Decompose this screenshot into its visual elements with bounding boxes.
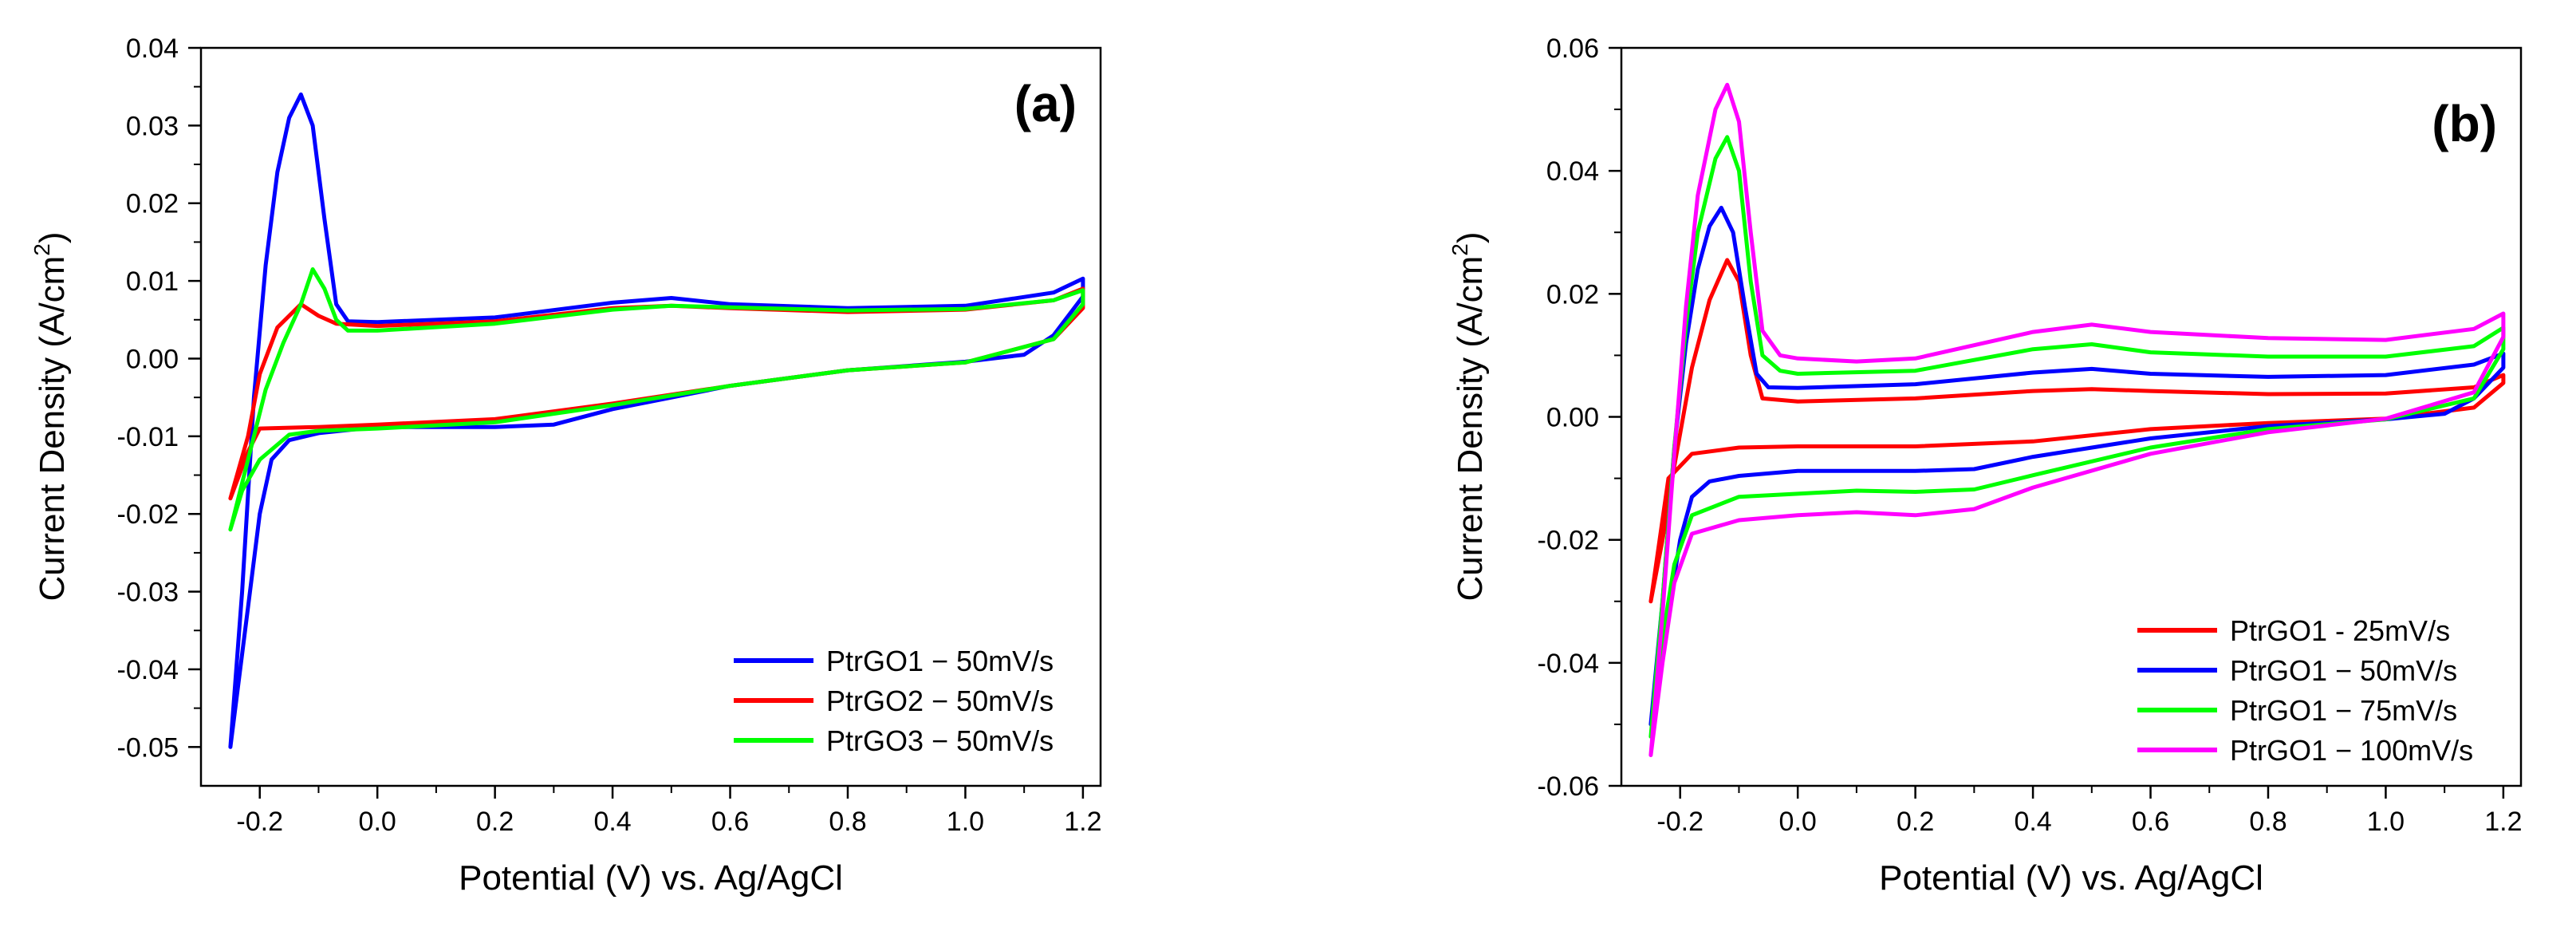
x-tick-label: 1.0 <box>947 807 984 837</box>
plot-frame-a <box>199 46 1102 787</box>
x-tick-label: 0.4 <box>2014 807 2051 837</box>
y-tick-label: -0.03 <box>117 578 179 608</box>
x-tick-label: 0.8 <box>2249 807 2286 837</box>
y-tick-label: 0.04 <box>126 34 179 64</box>
x-tick-label: 0.6 <box>2132 807 2169 837</box>
x-axis-title-a: Potential (V) vs. Ag/AgCl <box>459 858 843 898</box>
x-tick-label: 1.2 <box>2484 807 2522 837</box>
series-layer-a <box>228 92 1085 749</box>
series-line-b-1 <box>1648 258 2506 604</box>
y-tick-label: 0.01 <box>126 266 179 297</box>
chart-panel-b: -0.2 0.0 0.2 0.4 0.6 0.8 1.0 1.2 -0.06 -0.04 -0.02… <box>1448 34 2523 898</box>
x-tick-label: 1.0 <box>2367 807 2405 837</box>
x-tick-label: -0.2 <box>236 807 283 837</box>
ticks-b: -0.2 0.0 0.2 0.4 0.6 0.8 1.0 1.2 -0.06 -0.04 -0.02… <box>1538 34 2523 837</box>
panel-label-a: (a) <box>1014 75 1077 132</box>
y-tick-label: -0.01 <box>117 422 179 452</box>
y-tick-label: 0.02 <box>1546 279 1599 310</box>
series-line-a-3 <box>228 267 1085 532</box>
legend-label-a-1: PtrGO1 − 50mV/s <box>826 645 1054 677</box>
y-tick-label: 0.04 <box>1546 156 1599 187</box>
y-tick-label: 0.00 <box>1546 403 1599 433</box>
x-tick-label: -0.2 <box>1656 807 1704 837</box>
series-line-b-4 <box>1648 82 2506 757</box>
panel-label-b: (b) <box>2432 95 2497 152</box>
x-tick-label: 0.0 <box>359 807 396 837</box>
series-line-b-3 <box>1648 135 2506 739</box>
y-tick-label: 0.02 <box>126 189 179 219</box>
series-line-b-2 <box>1648 205 2506 727</box>
legend-label-b-4: PtrGO1 − 100mV/s <box>2230 734 2473 767</box>
y-axis-title-a: Current Density (A/cm2) <box>30 232 72 602</box>
x-tick-label: 1.2 <box>1064 807 1101 837</box>
x-tick-label: 0.6 <box>711 807 749 837</box>
y-tick-label: -0.02 <box>117 499 179 530</box>
legend-label-b-2: PtrGO1 − 50mV/s <box>2230 654 2457 687</box>
chart-panel-a: -0.2 0.0 0.2 0.4 0.6 0.8 1.0 1.2 -0.05 -0.04 -0.03… <box>30 34 1102 898</box>
x-tick-label: 0.2 <box>476 807 514 837</box>
legend-label-a-3: PtrGO3 − 50mV/s <box>826 724 1054 757</box>
series-layer-b <box>1648 82 2506 757</box>
y-tick-label: -0.04 <box>1538 649 1600 679</box>
y-axis-title-b: Current Density (A/cm2) <box>1448 232 1490 602</box>
x-tick-label: 0.2 <box>1897 807 1934 837</box>
y-tick-label: 0.00 <box>126 344 179 374</box>
legend-label-b-3: PtrGO1 − 75mV/s <box>2230 694 2457 727</box>
y-tick-label: -0.02 <box>1538 526 1600 556</box>
legend-a: PtrGO1 − 50mV/s PtrGO2 − 50mV/s PtrGO3 − 5… <box>734 645 1054 757</box>
x-tick-label: 0.0 <box>1779 807 1817 837</box>
x-axis-title-b: Potential (V) vs. Ag/AgCl <box>1879 858 2263 898</box>
y-tick-label: 0.03 <box>126 111 179 141</box>
y-tick-label: -0.04 <box>117 655 179 685</box>
y-tick-label: 0.06 <box>1546 34 1599 64</box>
legend-label-a-2: PtrGO2 − 50mV/s <box>826 685 1054 717</box>
legend-label-b-1: PtrGO1 - 25mV/s <box>2230 614 2450 647</box>
y-tick-label: -0.06 <box>1538 771 1600 802</box>
ticks-a: -0.2 0.0 0.2 0.4 0.6 0.8 1.0 1.2 -0.05 -0.04 -0.03… <box>117 34 1102 837</box>
legend-b: PtrGO1 - 25mV/s PtrGO1 − 50mV/s PtrGO1 − 7… <box>2137 614 2473 767</box>
x-tick-label: 0.4 <box>593 807 631 837</box>
y-tick-label: -0.05 <box>117 732 179 763</box>
x-tick-label: 0.8 <box>829 807 866 837</box>
